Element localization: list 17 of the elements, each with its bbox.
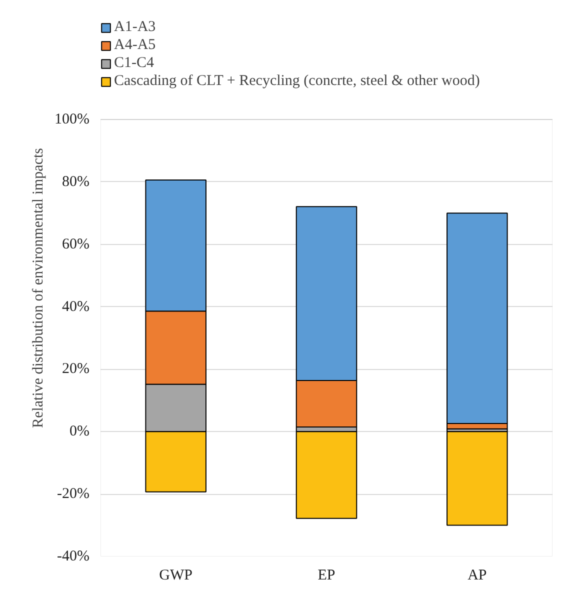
x-tick-label: AP [468, 568, 487, 584]
y-tick-label: 0% [70, 424, 90, 440]
legend-label: C1-C4 [114, 55, 154, 72]
y-tick-label: 80% [62, 174, 90, 190]
x-tick-label: EP [318, 568, 336, 584]
y-tick-label: 60% [62, 236, 90, 252]
y-tick-label: -40% [57, 548, 90, 564]
y-tick-label: -20% [57, 486, 90, 502]
legend-label: A4-A5 [114, 37, 156, 54]
legend-label: Cascading of CLT + Recycling (concrte, steel & other wood) [114, 73, 480, 90]
bar [296, 431, 358, 519]
x-tick-label: GWP [159, 568, 193, 584]
y-axis-title: Relative distribution of environmental impacts [30, 148, 47, 428]
y-tick-label: 20% [62, 361, 90, 378]
legend-label: A1-A3 [114, 19, 156, 36]
y-tick-label: 100% [54, 112, 90, 128]
y-tick-label: 40% [62, 298, 90, 315]
